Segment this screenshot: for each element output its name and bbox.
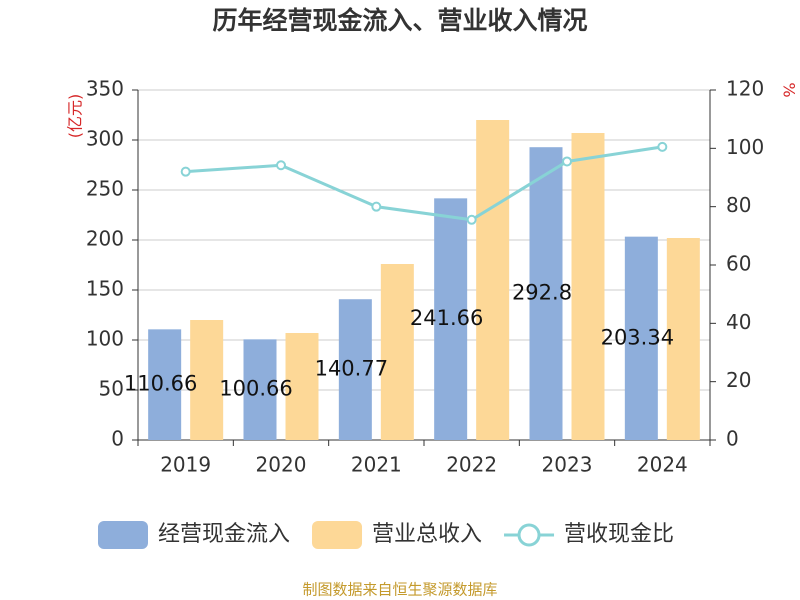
data-label: 203.34 xyxy=(601,325,674,349)
bar xyxy=(434,198,468,440)
line-point xyxy=(562,156,572,167)
bar xyxy=(243,339,277,440)
x-tick-label: 2024 xyxy=(637,453,688,477)
y2-tick-label: 100 xyxy=(726,135,764,159)
legend-label: 营收现金比 xyxy=(564,522,674,547)
x-tick-label: 2022 xyxy=(446,453,497,477)
y2-tick-label: 40 xyxy=(726,310,751,334)
source-note: 制图数据来自恒生聚源数据库 xyxy=(302,581,497,599)
y-tick-label: 100 xyxy=(86,327,124,351)
legend-label: 营业总收入 xyxy=(372,522,482,547)
y-tick-label: 250 xyxy=(86,177,124,201)
legend-label: 经营现金流入 xyxy=(158,522,290,547)
y-tick-label: 350 xyxy=(86,77,124,101)
y2-tick-label: 20 xyxy=(726,368,751,392)
y2-tick-label: 120 xyxy=(726,77,764,101)
bar xyxy=(666,238,700,440)
line-point xyxy=(657,141,668,152)
y-tick-label: 150 xyxy=(86,277,124,301)
line-point xyxy=(371,201,382,212)
y2-axis-label: % xyxy=(780,82,799,97)
line-point xyxy=(276,160,286,171)
line-series xyxy=(185,145,663,222)
y-tick-label: 50 xyxy=(99,377,124,401)
bar xyxy=(338,299,372,440)
legend-swatch-marker xyxy=(517,523,541,547)
legend-swatch xyxy=(98,521,148,549)
x-tick-label: 2020 xyxy=(256,453,307,477)
y-tick-label: 200 xyxy=(86,227,124,251)
data-label: 241.66 xyxy=(410,306,483,330)
y-tick-label: 0 xyxy=(111,427,124,451)
y2-tick-label: 0 xyxy=(726,427,739,451)
bar xyxy=(148,329,182,440)
y2-tick-label: 60 xyxy=(726,252,751,276)
x-tick-label: 2019 xyxy=(160,453,211,477)
data-label: 292.8 xyxy=(512,281,572,305)
y-axis-label: (亿元) xyxy=(66,94,85,139)
line-point xyxy=(180,166,191,177)
data-label: 100.66 xyxy=(219,377,292,401)
x-tick-label: 2021 xyxy=(351,453,402,477)
bar xyxy=(285,333,319,440)
bar xyxy=(476,120,510,440)
y-tick-label: 300 xyxy=(86,127,124,151)
line-point xyxy=(466,214,477,225)
y2-tick-label: 80 xyxy=(726,193,751,217)
data-label: 140.77 xyxy=(315,357,388,381)
bar xyxy=(571,133,605,440)
x-tick-label: 2023 xyxy=(542,453,593,477)
bar xyxy=(624,236,658,440)
bar xyxy=(190,320,224,440)
bar xyxy=(529,147,563,440)
chart-title: 历年经营现金流入、营业收入情况 xyxy=(212,6,587,35)
legend-swatch xyxy=(312,521,363,549)
bar xyxy=(380,264,414,440)
data-label: 110.66 xyxy=(124,372,197,396)
